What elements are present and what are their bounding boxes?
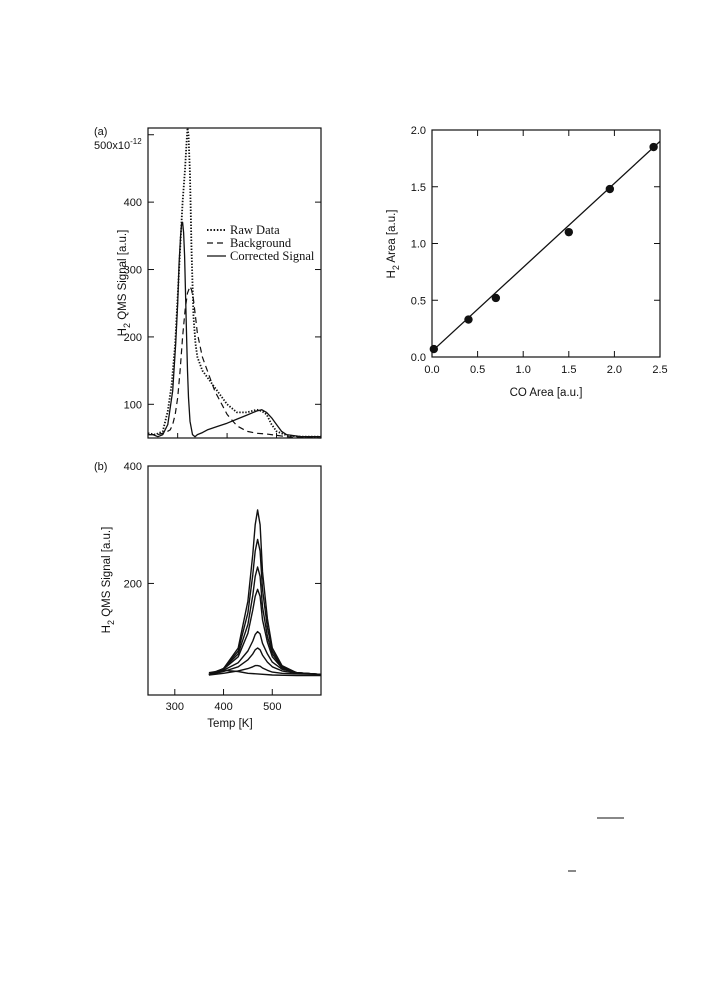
c-ytick-label: 2.0 (411, 125, 426, 137)
panel-a-legend: Raw Data Background Corrected Signal (207, 223, 315, 263)
c-xtick-label: 1.5 (561, 364, 576, 376)
panel-b-frame (147, 465, 322, 696)
b-ytick-label: 400 (124, 461, 142, 473)
b-ytick-label: 200 (124, 578, 142, 590)
a-ytick-label: 300 (124, 265, 142, 277)
c-xtick-label: 1.0 (516, 364, 531, 376)
b-series-line (208, 588, 322, 676)
a-series-dashed (148, 285, 322, 439)
c-ytick-label: 1.5 (411, 182, 426, 194)
b-series-line (208, 664, 322, 676)
legend-raw-label: Raw Data (230, 223, 280, 237)
c-data-point (464, 315, 473, 324)
c-xtick-label: 0.0 (424, 364, 439, 376)
c-ytick-label: 0.5 (411, 295, 426, 307)
c-ytick-label: 0.0 (411, 352, 426, 364)
legend-background-label: Background (230, 236, 292, 250)
b-xtick-label: 500 (263, 701, 281, 713)
b-series-line (208, 669, 321, 677)
panel-a-ytop-label: 500x10-12 (94, 137, 142, 152)
panel-a-frame (147, 127, 322, 439)
legend-corrected-label: Corrected Signal (230, 249, 315, 263)
b-xtick-label: 300 (166, 701, 184, 713)
c-data-point (491, 293, 501, 303)
panel-c-chart: 0.0 0.5 1.0 1.5 2.0 0.0 0.5 1.0 1.5 2.0 2.5 H2 Ar… (386, 125, 668, 399)
a-ytick-label: 200 (124, 332, 142, 344)
c-xtick-label: 2.5 (652, 364, 667, 376)
a-ytick-label: 400 (124, 197, 142, 209)
panel-b-xlabel: Temp [K] (207, 718, 252, 730)
panel-a-chart: (a) 500x10-12 100 200 300 400 H2 QMS Signal… (94, 126, 322, 439)
panel-b-chart: (b) 200 400 300 400 500 H2 QMS Signal [a.u.… (94, 461, 322, 730)
panel-c-ylabel: H2 Area [a.u.] (386, 210, 401, 279)
b-series-line (208, 630, 322, 676)
c-data-point (564, 227, 573, 237)
panel-a-ylabel: H2 QMS Signal [a.u.] (117, 230, 132, 337)
panel-b-ylabel: H2 QMS Signal [a.u.] (101, 527, 116, 634)
a-ytick-label: 100 (124, 399, 142, 411)
c-xtick-label: 2.0 (607, 364, 622, 376)
c-xtick-label: 0.5 (470, 364, 485, 376)
panel-a-label: (a) (94, 126, 107, 138)
b-series-line (208, 538, 322, 676)
a-series-solid (148, 221, 321, 438)
c-data-point (605, 184, 615, 194)
c-data-point (429, 344, 439, 354)
b-series-line (208, 509, 322, 676)
panel-b-label: (b) (94, 461, 107, 473)
b-series-line (208, 647, 322, 676)
c-data-point (649, 142, 658, 152)
panel-c-xlabel: CO Area [a.u.] (510, 387, 583, 399)
b-xtick-label: 400 (214, 701, 232, 713)
c-ytick-label: 1.0 (411, 239, 426, 251)
a-series-dotted (147, 127, 321, 438)
